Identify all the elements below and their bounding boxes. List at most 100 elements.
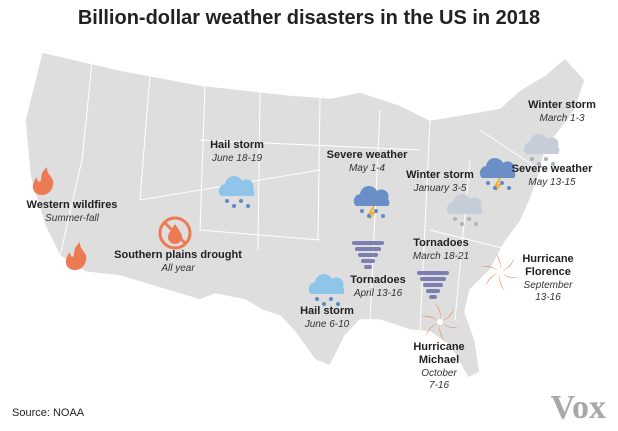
snow-icon [446, 194, 483, 226]
tornado-icon [417, 271, 449, 299]
event-name: Western wildfires [27, 199, 118, 211]
event-date: April 13-16 [353, 288, 403, 299]
event-name: Winter storm [528, 99, 596, 111]
cloud [353, 186, 390, 206]
precip [460, 222, 464, 226]
precip [322, 302, 326, 306]
hail-icon [308, 274, 345, 306]
precip [537, 162, 541, 166]
cloud [523, 134, 560, 154]
event-date: March 18-21 [413, 251, 469, 262]
hurricane-icon [480, 252, 520, 292]
flame [32, 167, 54, 195]
snow-icon [523, 134, 560, 166]
fire-icon [65, 242, 87, 270]
event-name: Michael [419, 354, 459, 366]
funnel [352, 241, 384, 245]
tornado-icon [352, 241, 384, 269]
precip [381, 214, 385, 218]
event-name: Winter storm [406, 169, 474, 181]
flame [65, 242, 87, 270]
event-name: Southern plains drought [114, 249, 242, 261]
event-name: Hurricane [522, 253, 573, 265]
spiral-arm [480, 265, 500, 272]
funnel [355, 247, 381, 251]
event-name: Hurricane [413, 341, 464, 353]
hail-icon [218, 176, 255, 208]
precip [486, 181, 490, 185]
funnel [358, 253, 378, 257]
event-date: May 1-4 [349, 163, 386, 174]
bolt [368, 206, 376, 221]
drought-ring [158, 216, 192, 250]
event-date: May 13-15 [528, 177, 576, 188]
precip [336, 302, 340, 306]
funnel [420, 277, 446, 281]
title: Billion-dollar weather disasters in the … [78, 7, 540, 29]
precip [500, 181, 504, 185]
event-date: 7-16 [429, 380, 449, 391]
funnel [361, 259, 375, 263]
spiral-arm [439, 322, 446, 342]
precip [329, 297, 333, 301]
precip [493, 186, 497, 190]
event-name: Severe weather [327, 149, 408, 161]
slash [162, 220, 188, 246]
event-name: Hail storm [210, 139, 264, 151]
precip [453, 217, 457, 221]
event-date: September [524, 280, 574, 291]
precip [467, 217, 471, 221]
funnel [417, 271, 449, 275]
storm-icon [479, 158, 516, 193]
spiral-arm [420, 315, 440, 322]
spiral-arm [494, 252, 501, 272]
event-name: Florence [525, 266, 571, 278]
event-name: Severe weather [512, 163, 593, 175]
cloud [308, 274, 345, 294]
event-date: 13-16 [535, 292, 561, 303]
precip [551, 162, 555, 166]
spiral-arm [434, 302, 441, 322]
storm-icon [353, 186, 390, 221]
funnel [364, 265, 372, 269]
precip [530, 157, 534, 161]
hurricane-icon [420, 302, 460, 342]
event-name: Tornadoes [350, 274, 405, 286]
cloud [479, 158, 516, 178]
event-date: June 6-10 [304, 319, 350, 330]
eye [437, 319, 443, 325]
precip [232, 204, 236, 208]
funnel [426, 289, 440, 293]
bolt [494, 178, 502, 193]
funnel [429, 295, 437, 299]
cloud [446, 194, 483, 214]
precip [315, 297, 319, 301]
spiral-arm [440, 322, 460, 329]
event-date: June 18-19 [211, 153, 262, 164]
event-date: All year [160, 263, 195, 274]
spiral-arm [500, 272, 520, 279]
source: Source: NOAA [12, 407, 85, 419]
event-name: Tornadoes [413, 237, 468, 249]
event-date: October [421, 368, 457, 379]
precip [225, 199, 229, 203]
drought-icon [158, 216, 192, 250]
event-name: Hail storm [300, 305, 354, 317]
eye [497, 269, 503, 275]
spiral-arm [499, 272, 506, 292]
precip [246, 204, 250, 208]
precip [544, 157, 548, 161]
state-lines [59, 61, 541, 331]
precip [367, 214, 371, 218]
precip [360, 209, 364, 213]
precip [474, 222, 478, 226]
event-date: March 1-3 [539, 113, 584, 124]
precip [507, 186, 511, 190]
funnel [423, 283, 443, 287]
event-date: Summer-fall [45, 213, 99, 224]
us-map [24, 51, 586, 379]
cloud [218, 176, 255, 196]
logo: Vox [551, 389, 606, 426]
fire-icon [32, 167, 54, 195]
